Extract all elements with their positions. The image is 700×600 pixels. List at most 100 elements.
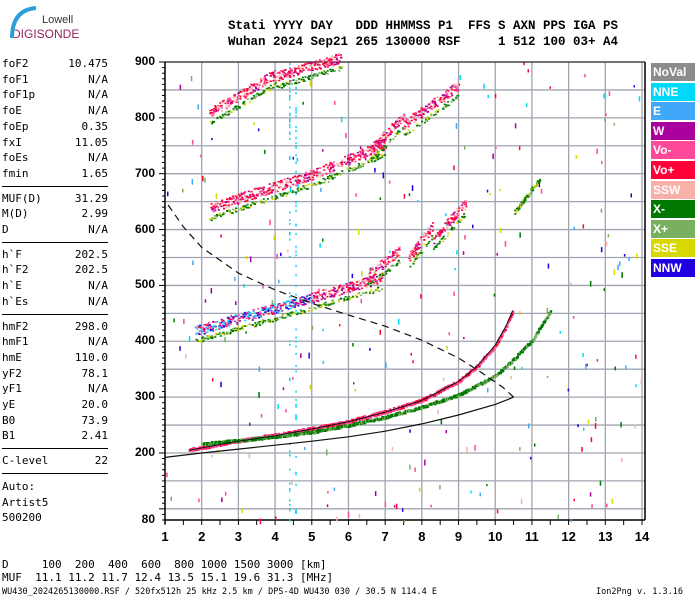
echo-point — [302, 78, 305, 81]
echo-point — [337, 61, 339, 64]
echo-point — [415, 119, 417, 121]
echo-point — [396, 413, 399, 417]
echo-point — [398, 117, 401, 119]
echo-point — [311, 183, 314, 186]
echo-point — [415, 112, 418, 115]
echo-point — [397, 130, 400, 132]
echo-point — [289, 340, 291, 343]
echo-point — [332, 61, 335, 64]
echo-point — [269, 84, 272, 87]
echo-point — [361, 287, 364, 290]
echo-point — [435, 235, 438, 238]
echo-point — [300, 188, 302, 191]
echo-point — [518, 146, 521, 151]
echo-point — [608, 91, 611, 96]
echo-point — [211, 121, 214, 124]
echo-point — [314, 431, 317, 435]
echo-point — [285, 305, 288, 307]
echo-point — [327, 491, 329, 494]
echo-point — [464, 205, 467, 207]
echo-point — [403, 520, 405, 524]
echo-point — [440, 101, 443, 104]
echo-point — [307, 77, 310, 80]
echo-point — [409, 259, 412, 262]
echo-point — [257, 86, 260, 88]
echo-point — [330, 63, 333, 66]
echo-point — [322, 73, 325, 75]
echo-point — [280, 84, 283, 86]
echo-point — [266, 191, 269, 194]
echo-point — [327, 59, 330, 62]
param-name: foF1 — [2, 72, 29, 86]
echo-point — [299, 312, 302, 315]
echo-point — [282, 193, 285, 196]
param-value: 73.9 — [81, 413, 109, 427]
echo-point — [392, 138, 395, 140]
echo-point — [249, 256, 252, 263]
echo-point — [325, 292, 328, 294]
echo-point — [295, 224, 297, 227]
echo-point — [197, 325, 199, 327]
echo-point — [454, 89, 457, 92]
echo-point — [349, 162, 352, 164]
echo-point — [495, 146, 497, 149]
echo-point — [248, 453, 251, 459]
echo-point — [258, 84, 261, 86]
echo-point — [382, 274, 385, 276]
echo-point — [208, 335, 211, 337]
echo-point — [236, 315, 239, 318]
echo-point — [586, 363, 588, 367]
divider — [2, 472, 108, 474]
echo-point — [280, 252, 282, 257]
echo-point — [436, 232, 439, 234]
echo-point — [321, 293, 324, 296]
echo-point — [258, 313, 261, 315]
echo-point — [216, 215, 219, 217]
echo-point — [443, 96, 446, 99]
param-name: fxI — [2, 135, 22, 149]
echo-point — [224, 113, 226, 116]
echo-point — [450, 214, 453, 216]
legend-item-nnw: NNW — [651, 259, 695, 277]
echo-point — [327, 305, 330, 307]
echo-point — [433, 105, 436, 108]
echo-point — [339, 427, 343, 430]
echo-point — [227, 322, 230, 325]
echo-point — [287, 249, 289, 253]
echo-point — [452, 227, 455, 229]
echo-point — [277, 309, 280, 312]
param-he: h`E N/A — [2, 278, 108, 293]
echo-point — [272, 87, 275, 89]
echo-point — [405, 405, 408, 408]
echo-point — [243, 312, 246, 314]
echo-point — [275, 319, 278, 322]
echo-point — [465, 205, 468, 208]
echo-point — [395, 264, 398, 267]
echo-point — [295, 154, 297, 157]
echo-point — [401, 127, 404, 129]
echo-point — [348, 155, 351, 157]
echo-point — [289, 488, 291, 491]
echo-point — [453, 218, 456, 220]
echo-point — [341, 159, 344, 161]
echo-point — [376, 281, 379, 283]
echo-point — [264, 75, 266, 78]
echo-point — [260, 77, 263, 80]
echo-point — [272, 320, 274, 323]
echo-point — [353, 168, 356, 171]
echo-point — [248, 317, 251, 319]
echo-point — [173, 318, 175, 323]
echo-point — [251, 201, 254, 204]
echo-point — [369, 272, 372, 274]
echo-point — [584, 74, 586, 78]
echo-point — [425, 119, 427, 122]
echo-point — [443, 229, 446, 232]
echo-point — [290, 73, 293, 75]
echo-point — [523, 201, 526, 204]
echo-point — [235, 101, 238, 103]
echo-point — [292, 305, 295, 308]
echo-point — [220, 101, 223, 104]
echo-point — [214, 105, 217, 107]
echo-point — [351, 158, 354, 161]
echo-point — [229, 439, 232, 442]
